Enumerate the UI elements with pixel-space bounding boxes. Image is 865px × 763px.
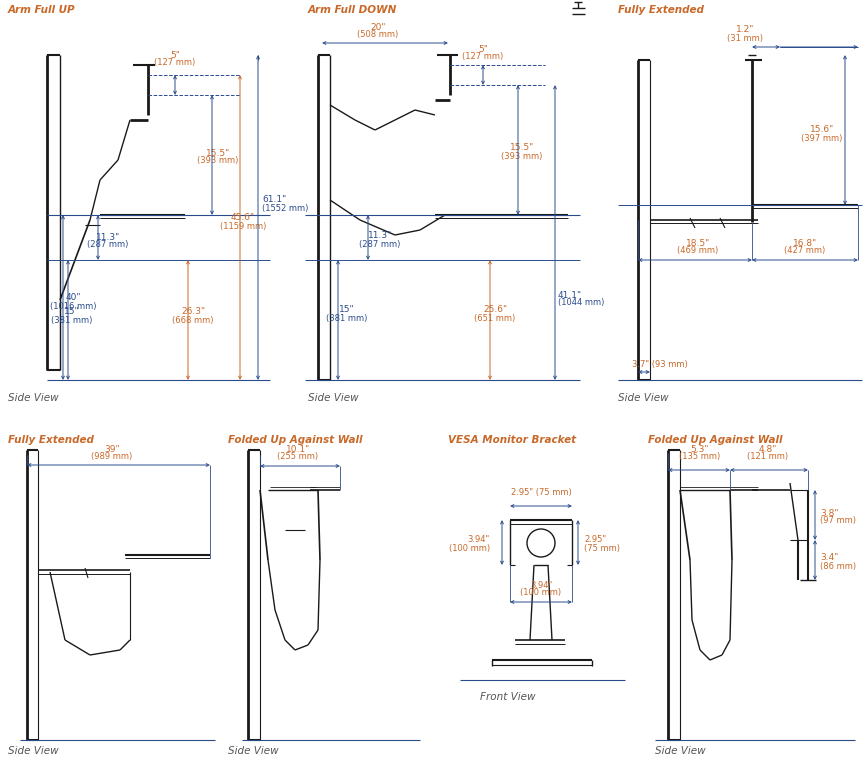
Text: (100 mm): (100 mm) bbox=[521, 588, 561, 597]
Text: 39": 39" bbox=[104, 445, 120, 453]
Text: 45.6": 45.6" bbox=[231, 214, 255, 223]
Text: Folded Up Against Wall: Folded Up Against Wall bbox=[228, 435, 362, 445]
Text: 5": 5" bbox=[478, 46, 488, 54]
Text: Arm Full UP: Arm Full UP bbox=[8, 5, 75, 15]
Text: (100 mm): (100 mm) bbox=[449, 543, 490, 552]
Text: 5.3": 5.3" bbox=[691, 445, 709, 453]
Text: (121 mm): (121 mm) bbox=[747, 452, 789, 462]
Text: (127 mm): (127 mm) bbox=[463, 53, 503, 62]
Text: 1.2": 1.2" bbox=[736, 25, 754, 34]
Text: 2.95": 2.95" bbox=[584, 536, 606, 545]
Text: Front View: Front View bbox=[480, 692, 535, 702]
Text: 16.8": 16.8" bbox=[793, 239, 817, 247]
Text: (427 mm): (427 mm) bbox=[785, 246, 825, 256]
Text: 15.6": 15.6" bbox=[810, 125, 834, 134]
Text: 15.5": 15.5" bbox=[509, 143, 534, 153]
Text: Side View: Side View bbox=[228, 746, 279, 756]
Text: Fully Extended: Fully Extended bbox=[618, 5, 704, 15]
Text: 20": 20" bbox=[370, 22, 386, 31]
Text: 3.4": 3.4" bbox=[820, 553, 838, 562]
Text: (469 mm): (469 mm) bbox=[677, 246, 719, 256]
Text: (508 mm): (508 mm) bbox=[357, 31, 399, 40]
Text: 41.1": 41.1" bbox=[558, 291, 582, 300]
Text: 15": 15" bbox=[339, 305, 355, 314]
Text: (1159 mm): (1159 mm) bbox=[220, 221, 266, 230]
Text: (31 mm): (31 mm) bbox=[727, 34, 763, 43]
Text: (75 mm): (75 mm) bbox=[584, 543, 620, 552]
Text: Arm Full DOWN: Arm Full DOWN bbox=[308, 5, 397, 15]
Text: (287 mm): (287 mm) bbox=[359, 240, 400, 249]
Text: (1016 mm): (1016 mm) bbox=[50, 302, 96, 311]
Text: 40": 40" bbox=[65, 294, 80, 302]
Text: (393 mm): (393 mm) bbox=[197, 156, 239, 166]
Text: Side View: Side View bbox=[655, 746, 706, 756]
Text: 5": 5" bbox=[170, 50, 180, 60]
Text: 10.1": 10.1" bbox=[285, 445, 311, 453]
Text: 11.3": 11.3" bbox=[368, 231, 392, 240]
Text: 15.5": 15.5" bbox=[206, 149, 230, 157]
Text: (287 mm): (287 mm) bbox=[87, 240, 129, 250]
Text: 18.5": 18.5" bbox=[686, 239, 710, 247]
Text: 61.1": 61.1" bbox=[262, 195, 286, 204]
Text: VESA Monitor Bracket: VESA Monitor Bracket bbox=[448, 435, 576, 445]
Text: Side View: Side View bbox=[308, 393, 359, 403]
Text: 15": 15" bbox=[64, 307, 80, 317]
Text: 3.94": 3.94" bbox=[468, 536, 490, 545]
Text: (97 mm): (97 mm) bbox=[820, 517, 856, 526]
Text: (1552 mm): (1552 mm) bbox=[262, 204, 309, 213]
Text: Fully Extended: Fully Extended bbox=[8, 435, 94, 445]
Text: (381 mm): (381 mm) bbox=[51, 315, 93, 324]
Text: (381 mm): (381 mm) bbox=[326, 314, 368, 323]
Text: (989 mm): (989 mm) bbox=[92, 452, 132, 461]
Text: 25.6": 25.6" bbox=[483, 305, 507, 314]
Text: 3.94": 3.94" bbox=[530, 581, 552, 590]
Text: (135 mm): (135 mm) bbox=[679, 452, 721, 462]
Text: Side View: Side View bbox=[8, 393, 59, 403]
Text: 4.8": 4.8" bbox=[759, 445, 777, 453]
Text: Side View: Side View bbox=[8, 746, 59, 756]
Text: (86 mm): (86 mm) bbox=[820, 562, 856, 571]
Text: (668 mm): (668 mm) bbox=[172, 315, 214, 324]
Text: (397 mm): (397 mm) bbox=[801, 134, 843, 143]
Text: Folded Up Against Wall: Folded Up Against Wall bbox=[648, 435, 783, 445]
Text: 11.3": 11.3" bbox=[96, 233, 120, 242]
Text: (255 mm): (255 mm) bbox=[278, 452, 318, 461]
Text: (393 mm): (393 mm) bbox=[502, 152, 542, 160]
Text: (1044 mm): (1044 mm) bbox=[558, 298, 605, 307]
Text: 2.95" (75 mm): 2.95" (75 mm) bbox=[510, 488, 572, 497]
Text: (127 mm): (127 mm) bbox=[154, 59, 195, 67]
Text: 3.8": 3.8" bbox=[820, 508, 838, 517]
Text: (651 mm): (651 mm) bbox=[474, 314, 516, 323]
Text: 26.3": 26.3" bbox=[181, 307, 205, 317]
Text: 3.7" (93 mm): 3.7" (93 mm) bbox=[632, 359, 688, 369]
Text: Side View: Side View bbox=[618, 393, 669, 403]
